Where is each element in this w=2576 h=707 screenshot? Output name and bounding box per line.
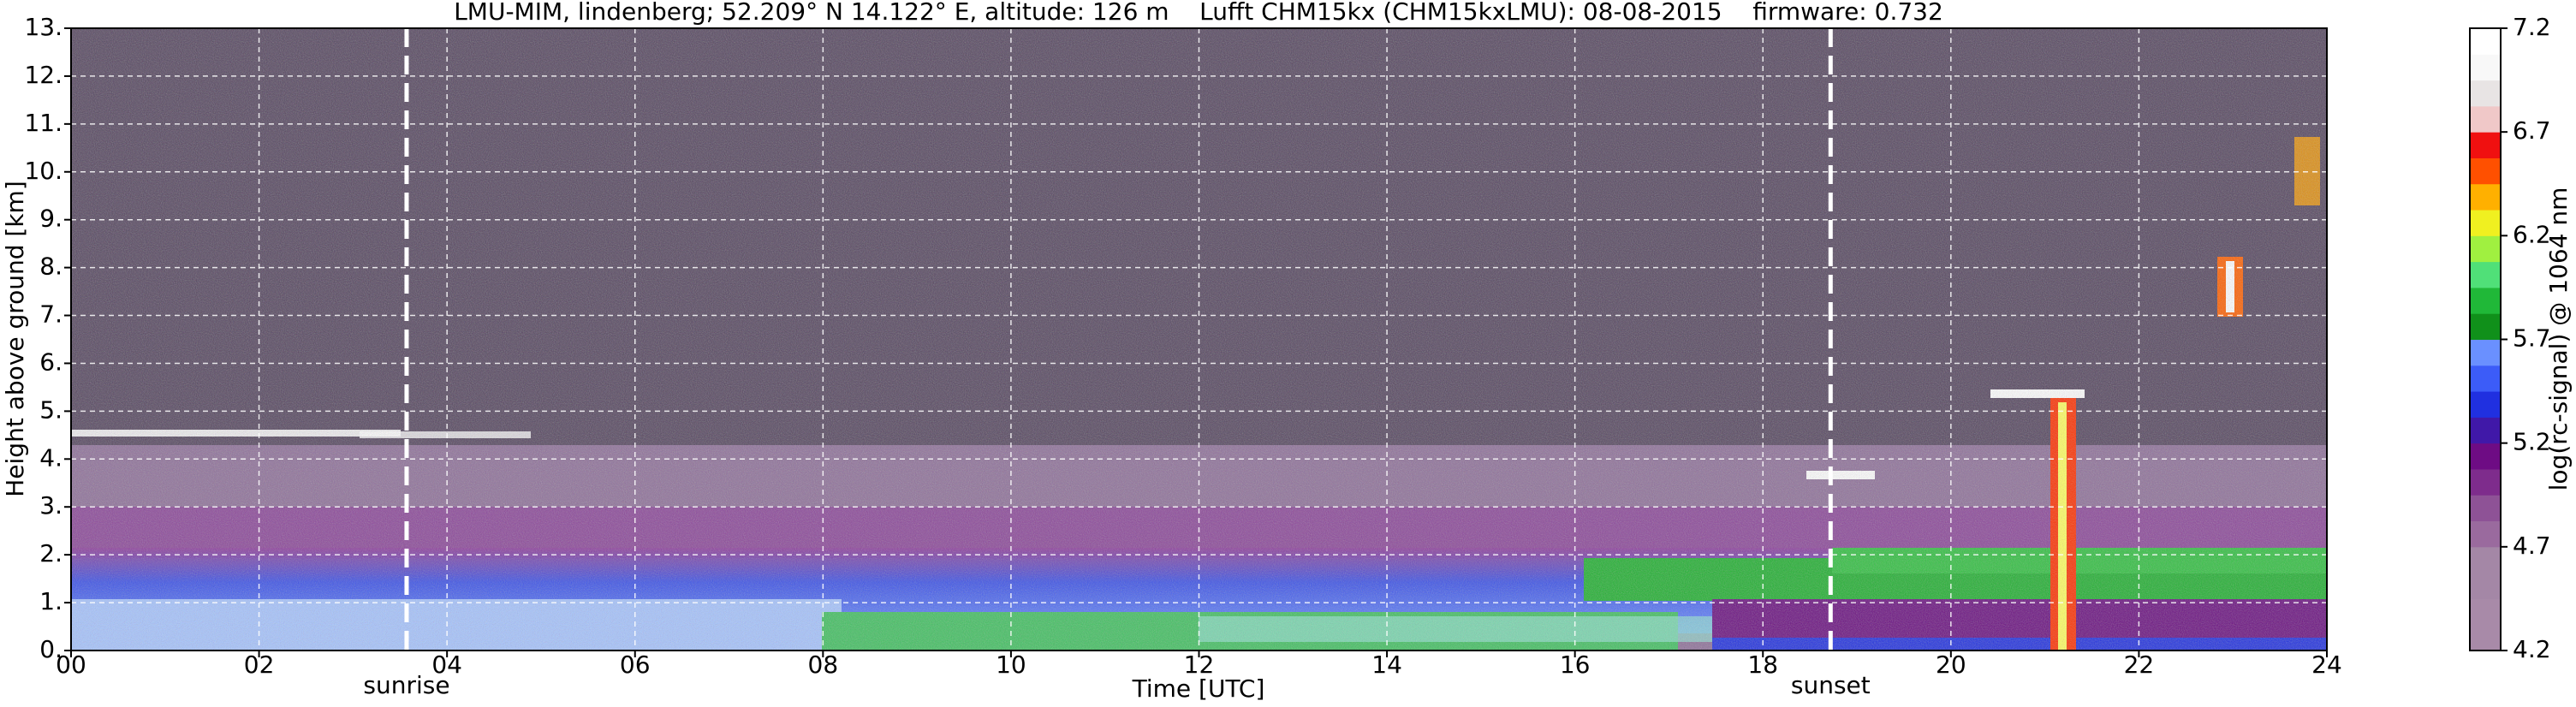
x-tick-label: 22 [2124, 651, 2155, 679]
y-tick-label: 5. [39, 395, 62, 424]
y-tick-label: 7. [39, 300, 62, 329]
colorbar-swatch [2470, 365, 2501, 392]
colorbar-swatch [2470, 598, 2501, 626]
colorbar-swatch [2470, 54, 2501, 81]
colorbar-swatch [2470, 391, 2501, 418]
y-tick-label: 11. [24, 109, 62, 137]
colorbar-swatch [2470, 443, 2501, 470]
y-axis-label: Height above ground [km] [1, 181, 29, 497]
colorbar-swatch [2470, 520, 2501, 548]
colorbar-tick-label: 6.7 [2513, 116, 2551, 145]
x-tick-label: 24 [2311, 651, 2342, 679]
x-tick-label: 16 [1560, 651, 1591, 679]
annotation-label: sunrise [363, 671, 449, 699]
colorbar-swatch [2470, 624, 2501, 651]
colorbar-tick-label: 6.2 [2513, 220, 2551, 248]
x-tick-label: 06 [620, 651, 651, 679]
y-tick-label: 9. [39, 205, 62, 233]
colorbar-swatch [2470, 105, 2501, 133]
y-tick-label: 2. [39, 539, 62, 567]
y-tick-label: 3. [39, 491, 62, 520]
colorbar-swatch [2470, 157, 2501, 185]
colorbar-swatch [2470, 339, 2501, 366]
colorbar-swatch [2470, 573, 2501, 599]
y-tick-label: 10. [24, 157, 62, 185]
colorbar-tick-label: 4.7 [2513, 532, 2551, 560]
colorbar-tick-label: 5.7 [2513, 324, 2551, 353]
colorbar-swatch [2470, 287, 2501, 314]
x-tick-label: 00 [56, 651, 86, 679]
x-tick-label: 08 [808, 651, 839, 679]
x-tick-label: 18 [1747, 651, 1778, 679]
x-tick-label: 12 [1184, 651, 1215, 679]
colorbar-swatch [2470, 261, 2501, 288]
colorbar-tick-label: 7.2 [2513, 13, 2551, 41]
colorbar-swatch [2470, 28, 2501, 55]
colorbar-swatch [2470, 468, 2501, 496]
x-tick-label: 10 [996, 651, 1026, 679]
y-tick-label: 1. [39, 587, 62, 615]
x-tick-label: 02 [244, 651, 275, 679]
y-tick-label: 8. [39, 253, 62, 281]
colorbar-swatch [2470, 183, 2501, 211]
y-tick-label: 12. [24, 61, 62, 89]
colorbar-swatch [2470, 417, 2501, 444]
colorbar-tick-label: 4.2 [2513, 635, 2551, 663]
y-tick-label: 4. [39, 443, 62, 472]
colorbar-swatch [2470, 546, 2501, 573]
y-tick-label: 13. [24, 13, 62, 41]
colorbar-swatch [2470, 210, 2501, 236]
colorbar-swatch [2470, 495, 2501, 522]
annotation-label: sunset [1791, 671, 1871, 699]
chart-title: LMU-MIM, lindenberg; 52.209° N 14.122° E… [454, 0, 1943, 26]
x-axis-label: Time [UTC] [1132, 674, 1265, 703]
colorbar-swatch [2470, 132, 2501, 158]
x-tick-label: 20 [1936, 651, 1966, 679]
colorbar-swatch [2470, 313, 2501, 340]
colorbar-label: log(rc-signal) @ 1064 nm [2544, 187, 2573, 491]
x-tick-label: 04 [431, 651, 462, 679]
colorbar-tick-label: 5.2 [2513, 428, 2551, 456]
x-tick-label: 14 [1371, 651, 1402, 679]
colorbar-swatch [2470, 235, 2501, 263]
y-tick-label: 6. [39, 348, 62, 376]
y-tick-label: 0. [39, 635, 62, 663]
colorbar-swatch [2470, 80, 2501, 107]
